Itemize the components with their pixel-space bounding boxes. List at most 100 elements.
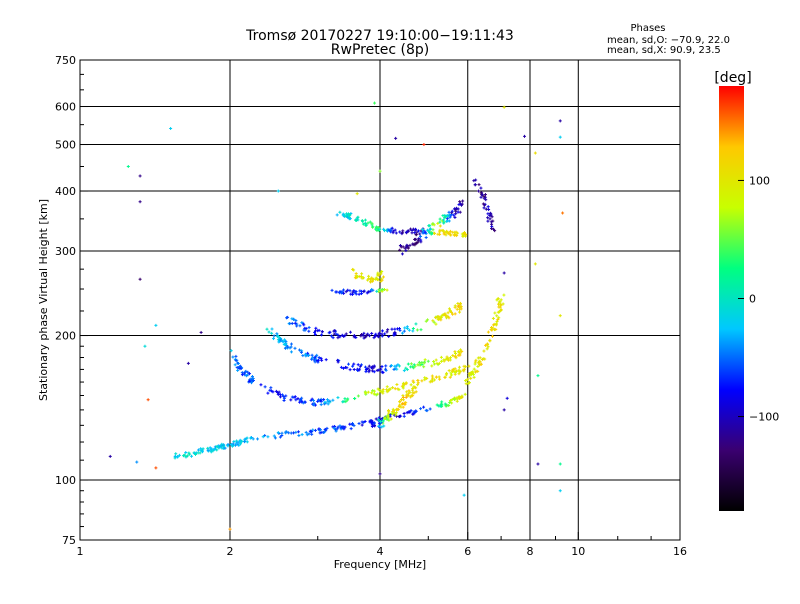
- x-tick-label: 1: [77, 545, 84, 558]
- data-point: [311, 398, 315, 402]
- data-point: [402, 384, 406, 388]
- data-point: [484, 343, 488, 347]
- data-point: [349, 427, 353, 431]
- data-point: [479, 195, 483, 199]
- data-point: [395, 383, 399, 387]
- data-point: [481, 357, 485, 361]
- data-point: [484, 198, 488, 202]
- data-point: [280, 431, 284, 435]
- data-point: [319, 403, 323, 407]
- data-point: [312, 330, 316, 334]
- data-point: [383, 332, 387, 336]
- data-point: [352, 368, 356, 372]
- data-point: [215, 444, 219, 448]
- data-point: [356, 215, 360, 219]
- data-point: [370, 424, 374, 428]
- data-point: [317, 427, 321, 431]
- data-point: [396, 407, 400, 411]
- data-point: [384, 367, 388, 371]
- data-point: [342, 334, 346, 338]
- data-point: [286, 345, 290, 349]
- data-point: [446, 357, 450, 361]
- data-point: [235, 361, 239, 365]
- data-point: [452, 213, 456, 217]
- chart-title: Tromsø 20170227 19:10:00−19:11:43: [245, 28, 514, 44]
- data-point: [502, 271, 506, 275]
- data-point: [335, 427, 339, 431]
- data-point: [457, 372, 461, 376]
- data-point: [472, 375, 476, 379]
- data-point: [438, 217, 442, 221]
- data-point: [385, 229, 389, 233]
- data-point: [445, 403, 449, 407]
- data-point: [238, 442, 242, 446]
- data-point: [201, 450, 205, 454]
- data-point: [395, 327, 399, 331]
- data-point: [387, 415, 391, 419]
- data-point: [477, 189, 481, 193]
- data-point: [269, 389, 273, 393]
- data-point: [452, 397, 456, 401]
- data-point: [456, 353, 460, 357]
- data-point: [403, 326, 407, 330]
- data-point: [372, 336, 376, 340]
- data-point: [467, 381, 471, 385]
- data-point: [453, 312, 457, 316]
- data-point: [374, 225, 378, 229]
- data-point: [439, 359, 443, 363]
- data-point: [398, 328, 402, 332]
- data-point: [272, 334, 276, 338]
- data-point: [362, 290, 366, 294]
- data-point: [354, 290, 358, 294]
- data-point: [375, 229, 379, 233]
- data-point: [307, 329, 311, 333]
- data-point: [320, 330, 324, 334]
- data-point: [423, 358, 427, 362]
- data-point: [307, 432, 311, 436]
- data-point: [404, 245, 408, 249]
- data-point: [495, 319, 499, 323]
- data-point: [314, 326, 318, 330]
- y-tick-label: 750: [55, 54, 76, 67]
- data-point: [360, 272, 364, 276]
- data-point: [263, 385, 267, 389]
- data-point: [439, 316, 443, 320]
- data-point: [432, 362, 436, 366]
- data-point: [448, 398, 452, 402]
- data-point: [233, 363, 237, 367]
- data-point: [289, 350, 293, 354]
- data-point: [393, 331, 397, 335]
- data-point: [336, 396, 340, 400]
- data-point: [396, 363, 400, 367]
- data-point: [388, 387, 392, 391]
- data-point: [352, 362, 356, 366]
- data-point: [377, 226, 381, 230]
- data-point: [316, 360, 320, 364]
- data-point: [249, 436, 253, 440]
- data-point: [296, 430, 300, 434]
- data-point: [283, 338, 287, 342]
- data-point: [426, 359, 430, 363]
- data-point: [330, 288, 334, 292]
- data-point: [426, 228, 430, 232]
- data-point: [453, 367, 457, 371]
- data-point: [407, 389, 411, 393]
- data-point: [338, 335, 342, 339]
- data-point: [394, 231, 398, 235]
- data-point: [325, 426, 329, 430]
- data-point: [377, 418, 381, 422]
- data-point: [401, 402, 405, 406]
- data-point: [425, 376, 429, 380]
- data-point: [477, 183, 481, 187]
- data-point: [432, 360, 436, 364]
- data-point: [490, 334, 494, 338]
- data-point: [335, 213, 339, 217]
- data-point: [462, 493, 466, 497]
- data-point: [462, 369, 466, 373]
- data-point: [370, 288, 374, 292]
- data-point: [408, 390, 412, 394]
- data-point: [206, 448, 210, 452]
- data-point: [370, 369, 374, 373]
- data-point: [398, 230, 402, 234]
